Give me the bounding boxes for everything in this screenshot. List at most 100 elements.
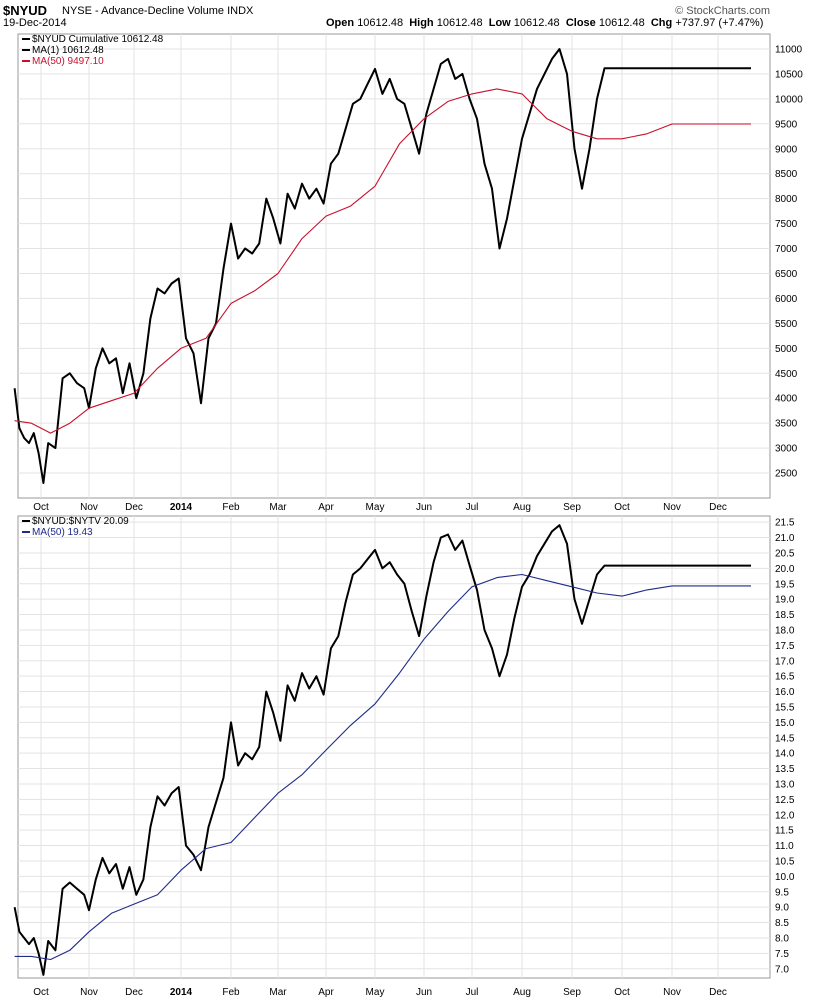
chg-label: Chg — [650, 17, 673, 29]
y-tick-label: 10000 — [775, 94, 803, 105]
y-tick-label: 20.5 — [775, 548, 795, 559]
plot-area — [17, 33, 771, 499]
y-tick-label: 18.0 — [775, 625, 795, 636]
ticker-name: NYSE - Advance-Decline Volume INDX — [62, 5, 254, 17]
y-tick-label: 4500 — [775, 369, 798, 380]
y-tick-label: 15.0 — [775, 718, 795, 729]
y-tick-label: 14.0 — [775, 749, 795, 760]
y-tick-label: 4000 — [775, 394, 798, 405]
series-line-ma50 — [14, 573, 751, 961]
y-tick-label: 16.0 — [775, 687, 795, 698]
y-tick-label: 8.5 — [775, 918, 789, 929]
x-tick-label: Apr — [318, 502, 334, 513]
y-tick-label: 12.0 — [775, 810, 795, 821]
ticker-symbol: $NYUD — [3, 3, 48, 18]
y-tick-label: 9000 — [775, 144, 798, 155]
x-tick-label: Mar — [269, 502, 287, 513]
x-tick-label: Nov — [80, 502, 98, 513]
y-tick-label: 8000 — [775, 194, 798, 205]
x-tick-label: 2014 — [170, 987, 193, 998]
close-value: 10612.48 — [598, 17, 645, 29]
y-tick-label: 3000 — [775, 444, 798, 455]
y-tick-label: 7000 — [775, 244, 798, 255]
y-tick-label: 9.5 — [775, 887, 789, 898]
low-label: Low — [488, 17, 511, 29]
legend-entry: MA(50) 9497.10 — [32, 56, 104, 67]
x-tick-label: Dec — [125, 502, 143, 513]
legend-entry: MA(50) 19.43 — [32, 527, 93, 538]
x-tick-label: Apr — [318, 987, 334, 998]
y-tick-label: 11.0 — [775, 841, 794, 852]
y-tick-label: 7.5 — [775, 949, 789, 960]
legend-entry: $NYUD:$NYTV 20.09 — [32, 516, 129, 527]
x-tick-label: Feb — [222, 987, 240, 998]
y-tick-label: 10.5 — [775, 856, 795, 867]
x-tick-label: Oct — [614, 987, 630, 998]
legend-entry: $NYUD Cumulative 10612.48 — [32, 34, 164, 45]
high-label: High — [409, 17, 434, 29]
legend-entry: MA(1) 10612.48 — [32, 45, 104, 56]
open-value: 10612.48 — [357, 17, 404, 29]
x-tick-label: Aug — [513, 502, 531, 513]
series-line-main — [13, 48, 751, 484]
y-tick-label: 12.5 — [775, 795, 795, 806]
close-label: Close — [565, 17, 596, 29]
y-tick-label: 2500 — [775, 469, 798, 480]
y-tick-label: 9.0 — [775, 903, 789, 914]
chart-date: 19-Dec-2014 — [3, 17, 67, 29]
y-tick-label: 6500 — [775, 269, 798, 280]
y-tick-label: 21.5 — [775, 518, 795, 529]
x-tick-label: Oct — [614, 502, 630, 513]
x-tick-label: Aug — [513, 987, 531, 998]
x-tick-label: Mar — [269, 987, 287, 998]
y-tick-label: 16.5 — [775, 672, 795, 683]
y-tick-label: 20.0 — [775, 564, 795, 575]
y-tick-label: 6000 — [775, 294, 798, 305]
x-tick-label: May — [366, 987, 385, 998]
y-tick-label: 7500 — [775, 219, 798, 230]
x-tick-label: Jul — [466, 987, 479, 998]
x-tick-label: Dec — [709, 502, 727, 513]
y-tick-label: 13.0 — [775, 779, 795, 790]
high-value: 10612.48 — [436, 17, 483, 29]
chg-value: +737.97 (+7.47%) — [675, 17, 764, 29]
y-tick-label: 7.0 — [775, 964, 789, 975]
y-tick-label: 11.5 — [775, 826, 794, 837]
y-tick-label: 19.5 — [775, 579, 795, 590]
y-tick-label: 19.0 — [775, 595, 795, 606]
series-line-main — [13, 524, 751, 976]
y-tick-label: 10500 — [775, 69, 803, 80]
y-tick-label: 10.0 — [775, 872, 795, 883]
x-tick-label: 2014 — [170, 502, 193, 513]
y-tick-label: 5500 — [775, 319, 798, 330]
y-tick-label: 18.5 — [775, 610, 795, 621]
x-tick-label: May — [366, 502, 385, 513]
x-tick-label: Jun — [416, 502, 432, 513]
y-tick-label: 21.0 — [775, 533, 795, 544]
x-tick-label: Jul — [466, 502, 479, 513]
y-tick-label: 5000 — [775, 344, 798, 355]
x-tick-label: Dec — [125, 987, 143, 998]
x-tick-label: Sep — [563, 502, 581, 513]
x-tick-label: Nov — [80, 987, 98, 998]
y-tick-label: 8.0 — [775, 933, 789, 944]
y-tick-label: 11000 — [775, 44, 803, 55]
x-tick-label: Sep — [563, 987, 581, 998]
y-tick-label: 14.5 — [775, 733, 795, 744]
ohlc-readout: Open 10612.48 High 10612.48 Low 10612.48… — [326, 17, 763, 29]
stockcharts-logo: © StockCharts.com — [675, 5, 770, 17]
y-tick-label: 17.0 — [775, 656, 795, 667]
y-tick-label: 3500 — [775, 419, 798, 430]
y-tick-label: 17.5 — [775, 641, 795, 652]
y-tick-label: 8500 — [775, 169, 798, 180]
x-tick-label: Oct — [33, 502, 49, 513]
series-line-ma50 — [14, 88, 751, 434]
open-label: Open — [326, 17, 355, 29]
x-tick-label: Dec — [709, 987, 727, 998]
y-tick-label: 15.5 — [775, 702, 795, 713]
x-tick-label: Nov — [663, 502, 681, 513]
low-value: 10612.48 — [513, 17, 560, 29]
plot-area — [17, 515, 771, 979]
x-tick-label: Nov — [663, 987, 681, 998]
